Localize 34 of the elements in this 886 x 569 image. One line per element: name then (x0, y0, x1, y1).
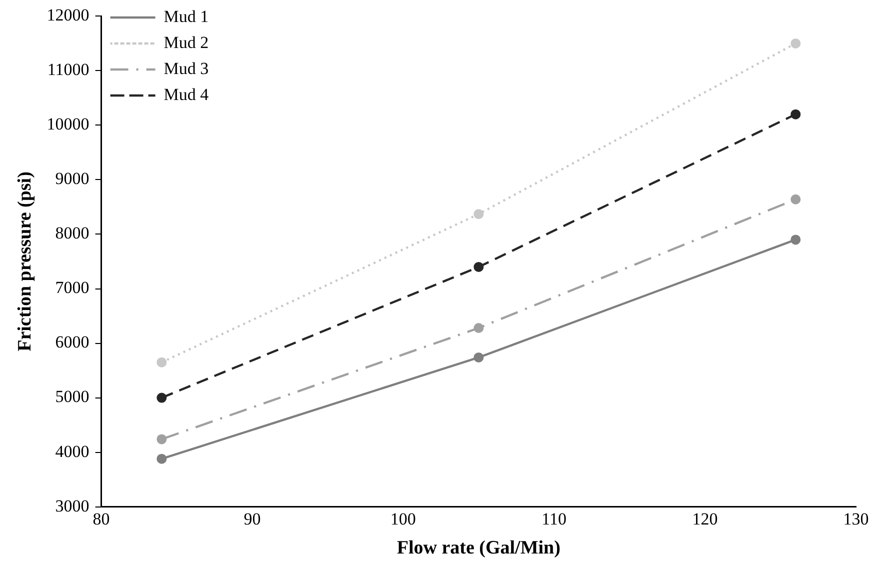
legend-label: Mud 1 (164, 6, 209, 26)
legend-label: Mud 4 (164, 84, 210, 104)
point (790, 109, 801, 120)
y-tick-label: 10000 (46, 114, 90, 134)
y-tick-label: 11000 (47, 60, 90, 80)
point (474, 323, 484, 334)
y-axis-title: Friction pressure (psi) (14, 172, 36, 352)
point (156, 392, 167, 403)
point (790, 38, 801, 48)
point (474, 352, 484, 362)
x-tick-label: 130 (843, 509, 869, 528)
legend-label: Mud 3 (164, 58, 209, 78)
y-tick-label: 3000 (55, 496, 90, 516)
point (156, 434, 167, 444)
point (474, 262, 484, 272)
point (790, 194, 801, 204)
y-tick-label: 12000 (46, 6, 90, 25)
y-tick-label: 4000 (55, 442, 90, 461)
x-axis-title: Flow rate (Gal/Min) (396, 538, 560, 559)
point (474, 209, 484, 220)
x-tick-label: 120 (692, 509, 718, 528)
y-tick-label: 8000 (55, 224, 90, 243)
point (156, 454, 167, 464)
x-tick-label: 80 (92, 509, 110, 528)
point (790, 234, 801, 245)
x-tick-label: 90 (244, 509, 261, 528)
y-tick-label: 9000 (55, 169, 90, 188)
legend-label: Mud 2 (164, 32, 209, 52)
x-tick-label: 100 (390, 509, 416, 528)
x-tick-label: 110 (542, 509, 567, 528)
y-tick-label: 7000 (55, 278, 90, 298)
point (156, 357, 167, 368)
y-tick-label: 6000 (55, 332, 90, 352)
y-tick-label: 5000 (55, 387, 90, 406)
